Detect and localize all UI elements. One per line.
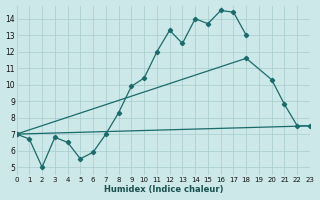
X-axis label: Humidex (Indice chaleur): Humidex (Indice chaleur) [104,185,223,194]
